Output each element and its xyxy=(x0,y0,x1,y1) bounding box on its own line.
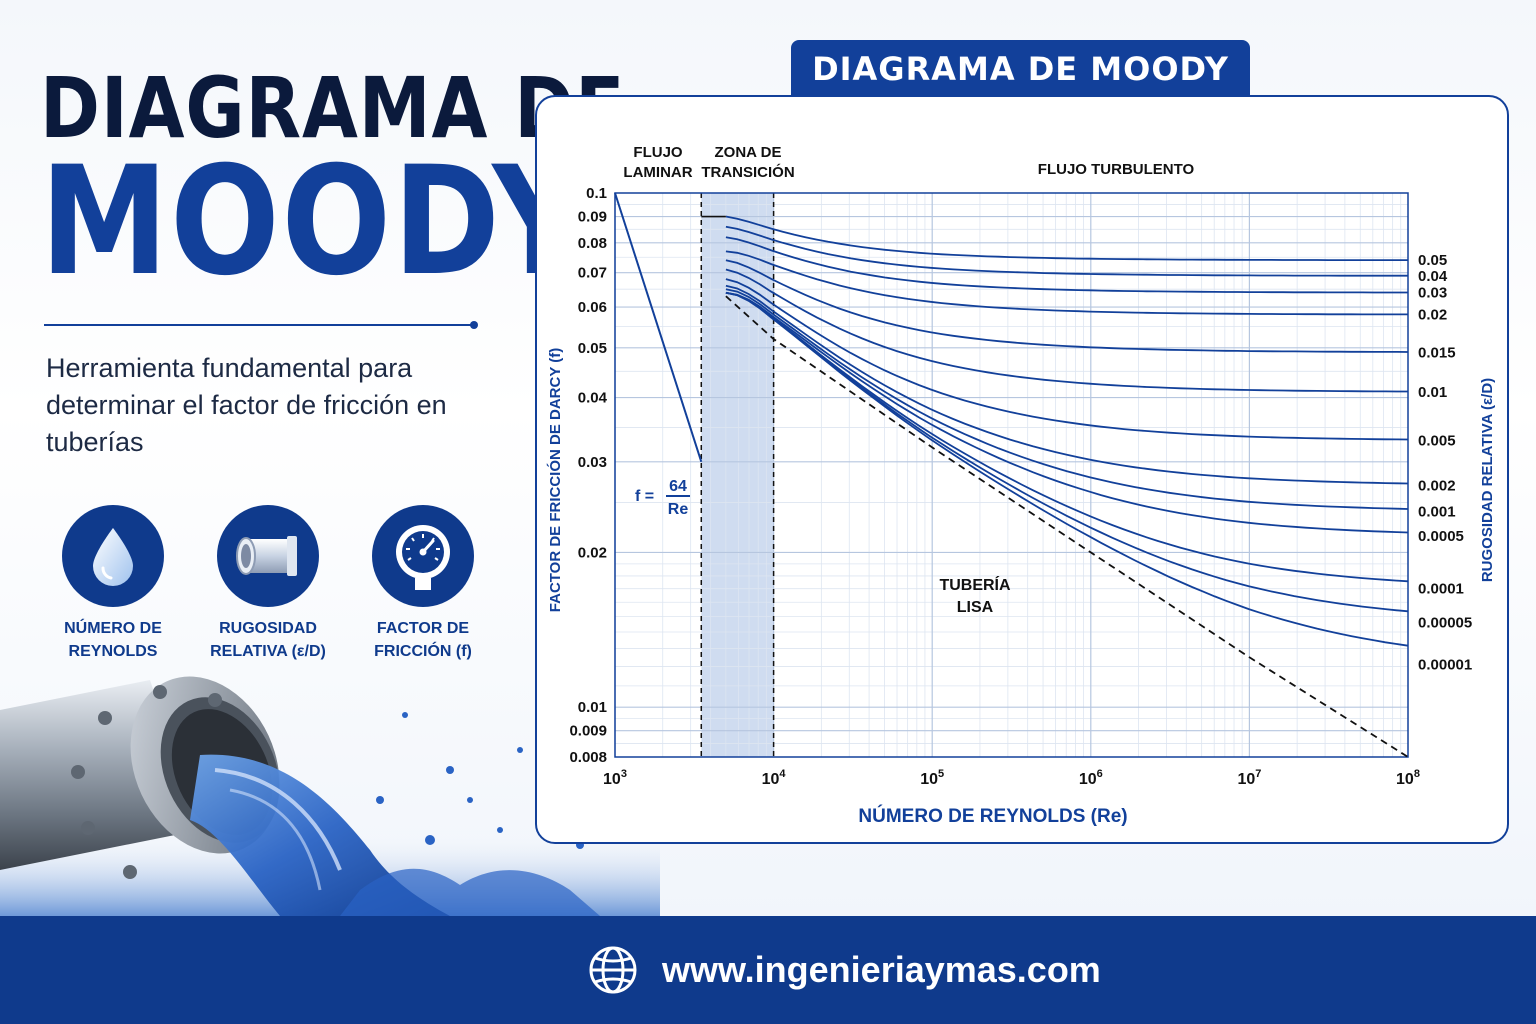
y-axis-title: FACTOR DE FRICCIÓN DE DARCY (f) xyxy=(546,348,564,612)
y-tick-label: 0.1 xyxy=(586,185,607,202)
roughness-curves xyxy=(725,215,1409,647)
feature-reynolds-label-1: NÚMERO DE xyxy=(64,620,162,637)
pipe-water-illustration xyxy=(0,676,660,916)
smooth-pipe-label-1: TUBERÍA xyxy=(939,575,1011,594)
roughness-curve xyxy=(725,288,1409,510)
y-tick-label: 0.009 xyxy=(569,723,607,740)
roughness-label: 0.05 xyxy=(1418,252,1447,269)
y-tick-label: 0.08 xyxy=(578,235,607,252)
feature-reynolds-label-2: REYNOLDS xyxy=(68,643,158,660)
pipe-icon xyxy=(217,505,319,607)
roughness-curve xyxy=(725,215,1408,261)
x-tick-label: 103 xyxy=(603,768,627,788)
roughness-curve xyxy=(725,291,1409,613)
roughness-label: 0.0005 xyxy=(1418,528,1464,545)
water-drop-icon xyxy=(62,505,164,607)
y-tick-label: 0.04 xyxy=(578,390,608,407)
roughness-curve xyxy=(725,250,1408,316)
laminar-line xyxy=(614,192,703,463)
right-axis-title: RUGOSIDAD RELATIVA (ε/D) xyxy=(1479,378,1496,582)
roughness-label: 0.0001 xyxy=(1418,581,1464,598)
roughness-label: 0.04 xyxy=(1418,268,1448,285)
chart-title: DIAGRAMA DE MOODY xyxy=(791,40,1250,98)
pressure-gauge-icon xyxy=(372,505,474,607)
moody-chart: FLUJO LAMINAR ZONA DE TRANSICIÓN FLUJO T… xyxy=(546,144,1496,827)
y-tick-label: 0.008 xyxy=(569,749,607,766)
plot-frame xyxy=(614,192,1409,758)
roughness-curve xyxy=(725,291,1409,647)
zone-label-laminar-1: FLUJO xyxy=(633,144,683,161)
x-tick-label: 106 xyxy=(1079,768,1103,788)
roughness-label: 0.00001 xyxy=(1418,657,1472,674)
x-axis-ticks: 103 104 105 106 107 108 xyxy=(603,768,1420,788)
grid-minor xyxy=(615,193,1408,757)
roughness-curve xyxy=(725,291,1409,534)
transition-zone-band xyxy=(701,193,774,757)
website-link[interactable]: www.ingenieriaymas.com xyxy=(662,949,1101,990)
zone-label-transition-1: ZONA DE xyxy=(715,144,782,161)
smooth-pipe-label-2: LISA xyxy=(957,599,994,616)
roughness-label: 0.00005 xyxy=(1418,615,1472,632)
smooth-pipe-line xyxy=(725,295,1409,758)
feature-roughness-label-2: RELATIVA (ε/D) xyxy=(210,643,326,660)
roughness-labels: 0.050.040.03 0.02 0.015 0.01 0.005 0.002 0.001… xyxy=(1418,252,1472,673)
y-tick-label: 0.09 xyxy=(578,209,607,226)
globe-icon xyxy=(589,946,637,994)
roughness-curve xyxy=(725,291,1409,583)
y-tick-label: 0.06 xyxy=(578,299,607,316)
y-tick-label: 0.03 xyxy=(578,454,607,471)
roughness-label: 0.015 xyxy=(1418,344,1456,361)
y-tick-label: 0.07 xyxy=(578,265,607,282)
x-tick-label: 104 xyxy=(762,768,787,788)
zone-label-turbulent: FLUJO TURBULENTO xyxy=(1038,161,1195,178)
feature-friction: FACTOR DE FRICCIÓN (f) xyxy=(338,505,508,663)
feature-friction-label-1: FACTOR DE xyxy=(376,620,470,637)
footer: www.ingenieriaymas.com xyxy=(0,916,1536,1024)
y-tick-label: 0.02 xyxy=(578,544,607,561)
grid-major xyxy=(614,192,1408,758)
roughness-curve xyxy=(725,278,1409,441)
roughness-label: 0.005 xyxy=(1418,433,1456,450)
y-tick-label: 0.05 xyxy=(578,340,607,357)
feature-roughness-label-1: RUGOSIDAD xyxy=(219,620,317,637)
feature-reynolds: NÚMERO DE REYNOLDS xyxy=(28,505,198,663)
roughness-curve xyxy=(725,259,1409,353)
roughness-label: 0.03 xyxy=(1418,285,1447,302)
x-axis-title: NÚMERO DE REYNOLDS (Re) xyxy=(858,805,1127,827)
y-axis-ticks: 0.1 0.09 0.08 0.07 0.06 0.05 0.04 0.03 0.02 0.01 0… xyxy=(569,185,607,766)
feature-roughness: RUGOSIDAD RELATIVA (ε/D) xyxy=(183,505,353,663)
roughness-curve xyxy=(725,225,1408,277)
roughness-curve xyxy=(725,284,1409,485)
page-title-line-2: MOODY xyxy=(40,135,588,310)
x-tick-label: 108 xyxy=(1396,768,1420,788)
x-tick-label: 105 xyxy=(920,768,944,788)
roughness-label: 0.001 xyxy=(1418,504,1456,521)
zone-label-laminar-2: LAMINAR xyxy=(623,164,692,181)
zone-label-transition-2: TRANSICIÓN xyxy=(701,163,794,181)
feature-friction-label-2: FRICCIÓN (f) xyxy=(374,643,472,660)
y-tick-label: 0.01 xyxy=(578,699,607,716)
laminar-formula-denominator: Re xyxy=(668,501,689,518)
laminar-formula-lhs: f = xyxy=(635,488,654,505)
roughness-curve xyxy=(725,236,1408,294)
page-subtitle: Herramienta fundamental para determinar … xyxy=(46,353,447,457)
roughness-label: 0.01 xyxy=(1418,384,1447,401)
roughness-curve xyxy=(725,268,1408,393)
page-title: DIAGRAMA DE MOODY xyxy=(40,59,721,310)
page-title-line-1: DIAGRAMA DE xyxy=(40,59,626,157)
roughness-label: 0.002 xyxy=(1418,477,1456,494)
title-divider xyxy=(44,321,478,329)
roughness-label: 0.02 xyxy=(1418,307,1447,324)
laminar-formula-numerator: 64 xyxy=(669,478,687,495)
x-tick-label: 107 xyxy=(1237,768,1261,788)
